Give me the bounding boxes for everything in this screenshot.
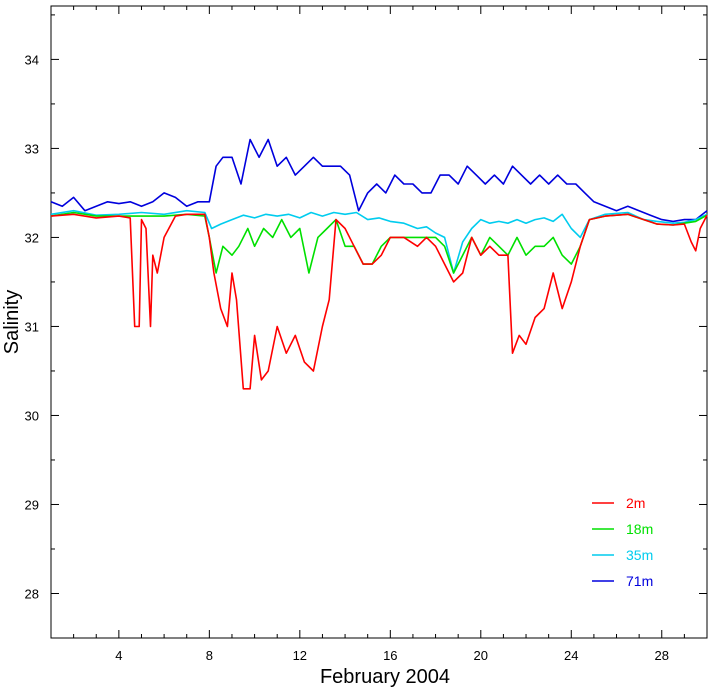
x-tick-label: 4 bbox=[115, 648, 122, 663]
x-tick-label: 28 bbox=[655, 648, 669, 663]
y-tick-label: 32 bbox=[25, 230, 39, 245]
x-tick-label: 8 bbox=[206, 648, 213, 663]
x-tick-label: 12 bbox=[293, 648, 307, 663]
series-lines bbox=[50, 138, 708, 390]
legend-label-2m: 2m bbox=[626, 495, 645, 511]
axis-ticks bbox=[50, 6, 708, 639]
series-line-2m bbox=[50, 213, 708, 390]
y-tick-label: 33 bbox=[25, 141, 39, 156]
y-tick-label: 31 bbox=[25, 319, 39, 334]
legend-label-18m: 18m bbox=[626, 521, 653, 537]
y-tick-label: 28 bbox=[25, 586, 39, 601]
y-axis-label: Salinity bbox=[1, 290, 23, 354]
legend-label-35m: 35m bbox=[626, 547, 653, 563]
legend-label-71m: 71m bbox=[626, 573, 653, 589]
series-line-71m bbox=[50, 138, 708, 223]
plot-frame bbox=[50, 5, 708, 639]
y-tick-label: 30 bbox=[25, 408, 39, 423]
y-tick-label: 34 bbox=[25, 52, 39, 67]
x-tick-label: 20 bbox=[474, 648, 488, 663]
legend: 2m 18m 35m 71m bbox=[592, 495, 653, 589]
x-axis-label: February 2004 bbox=[320, 666, 450, 688]
x-tick-label: 16 bbox=[383, 648, 397, 663]
series-line-35m bbox=[50, 209, 708, 274]
y-tick-label: 29 bbox=[25, 497, 39, 512]
x-tick-label: 24 bbox=[564, 648, 578, 663]
axis-tick-labels: 4 8 12 16 20 24 28 28 29 30 31 32 33 34 bbox=[25, 52, 669, 663]
series-line-18m bbox=[50, 211, 708, 274]
